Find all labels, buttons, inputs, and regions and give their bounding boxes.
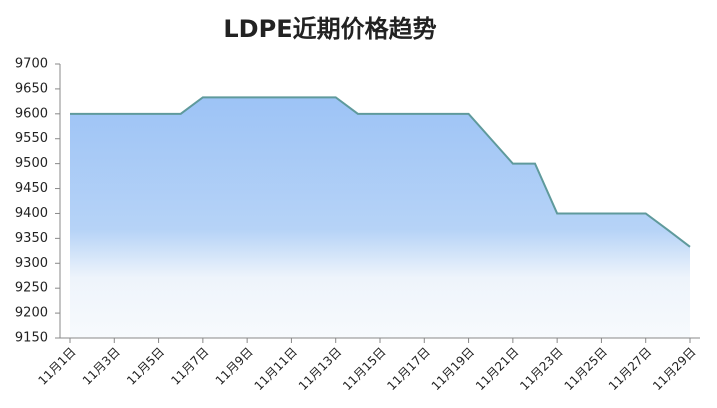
x-tick-label: 11月25日 bbox=[562, 345, 610, 393]
y-tick-label: 9500 bbox=[15, 156, 48, 171]
x-tick-label: 11月3日 bbox=[80, 345, 123, 388]
x-tick-label: 11月7日 bbox=[168, 345, 211, 388]
y-tick-label: 9350 bbox=[15, 231, 48, 246]
y-tick-label: 9450 bbox=[15, 181, 48, 196]
x-tick-label: 11月23日 bbox=[517, 345, 565, 393]
y-tick-label: 9400 bbox=[15, 206, 48, 221]
area-line bbox=[70, 96, 691, 248]
x-tick-label: 11月1日 bbox=[36, 345, 79, 388]
x-tick-label: 11月29日 bbox=[650, 345, 698, 393]
y-tick-label: 9300 bbox=[15, 256, 48, 271]
y-tick-label: 9250 bbox=[15, 281, 48, 296]
x-tick-label: 11月9日 bbox=[213, 345, 256, 388]
x-tick-label: 11月13日 bbox=[296, 345, 344, 393]
y-tick-label: 9700 bbox=[15, 57, 48, 72]
x-tick-label: 11月17日 bbox=[384, 345, 432, 393]
y-tick-label: 9150 bbox=[15, 331, 48, 346]
x-tick-label: 11月15日 bbox=[340, 345, 388, 393]
chart-title: LDPE近期价格趋势 bbox=[223, 15, 436, 43]
y-tick-label: 9600 bbox=[15, 106, 48, 121]
x-tick-label: 11月21日 bbox=[473, 345, 521, 393]
y-tick-label: 9200 bbox=[15, 306, 48, 321]
y-tick-label: 9550 bbox=[15, 131, 48, 146]
x-tick-label: 11月5日 bbox=[124, 345, 167, 388]
x-tick-label: 11月11日 bbox=[252, 345, 300, 393]
y-tick-label: 9650 bbox=[15, 81, 48, 96]
area-fill bbox=[70, 97, 690, 339]
x-tick-label: 11月19日 bbox=[429, 345, 477, 393]
x-tick-label: 11月27日 bbox=[606, 345, 654, 393]
